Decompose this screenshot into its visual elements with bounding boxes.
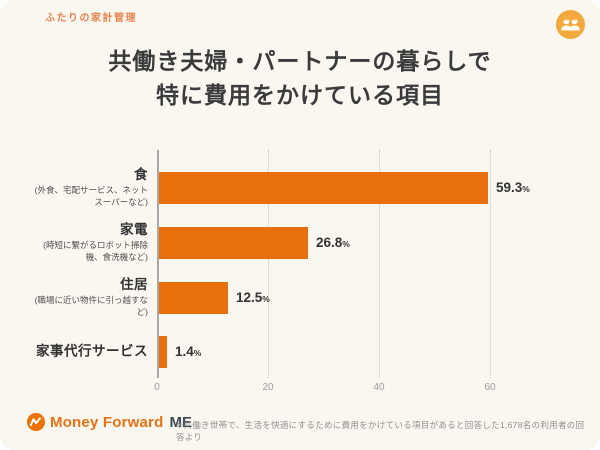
category-name: 住居 — [120, 277, 148, 293]
source-footnote: ※共働き世帯で、生活を快適にするために費用をかけている項目があると回答した1,6… — [176, 420, 585, 442]
gridline-x-40 — [379, 150, 380, 378]
bar-0 — [159, 172, 488, 204]
bar-3 — [159, 336, 167, 368]
value-number: 12.5 — [236, 290, 263, 305]
category-name: 家電 — [120, 222, 148, 238]
percent-sign: % — [522, 184, 530, 194]
couple-icon — [556, 10, 585, 39]
category-name: 家事代行サービス — [36, 343, 148, 359]
bar-2 — [159, 282, 228, 314]
value-label-1: 26.8% — [316, 227, 350, 260]
y-axis-line — [157, 150, 159, 378]
category-sublabel: (職場に近い物件に引っ越すなど) — [34, 295, 148, 317]
title-line-2: 特に費用をかけている項目 — [156, 82, 444, 108]
category-label-3: 家事代行サービス — [28, 344, 148, 361]
x-tick-label: 0 — [154, 382, 160, 393]
x-tick-label: 60 — [484, 382, 496, 393]
bar-chart: 0 20 40 60 59.3% 食 (外食、宅配サービス、ネットスーパーなど) 26.8% 家… — [0, 148, 600, 398]
value-label-2: 12.5% — [236, 282, 270, 315]
gridline-x-20 — [268, 150, 269, 378]
category-label-1: 家電 (時短に繋がるロボット掃除機、食洗機など) — [28, 222, 148, 264]
category-label-0: 食 (外食、宅配サービス、ネットスーパーなど) — [28, 167, 148, 209]
category-sublabel: (外食、宅配サービス、ネットスーパーなど) — [34, 185, 148, 207]
two-people-glyph — [561, 18, 580, 31]
gridline-x-60 — [490, 150, 491, 378]
x-tick-label: 40 — [373, 382, 385, 393]
value-number: 26.8 — [316, 235, 343, 250]
value-number: 59.3 — [496, 180, 523, 195]
brand-logo: Money Forward ME — [27, 413, 192, 431]
page-title: 共働き夫婦・パートナーの暮らしで 特に費用をかけている項目 — [0, 44, 600, 112]
percent-sign: % — [342, 239, 350, 249]
value-number: 1.4 — [175, 344, 194, 359]
category-name: 食 — [134, 167, 148, 183]
header-tag: ふたりの家計管理 — [45, 13, 137, 24]
money-forward-logo-icon — [27, 413, 45, 431]
percent-sign: % — [193, 348, 202, 358]
title-line-1: 共働き夫婦・パートナーの暮らしで — [108, 48, 492, 74]
logo-wordmark: Money Forward — [50, 413, 164, 431]
percent-sign: % — [262, 294, 270, 304]
logo-suffix: ME — [169, 413, 192, 431]
category-label-2: 住居 (職場に近い物件に引っ越すなど) — [28, 277, 148, 319]
category-sublabel: (時短に繋がるロボット掃除機、食洗機など) — [43, 240, 148, 262]
x-tick-label: 20 — [262, 382, 274, 393]
value-label-3: 1.4% — [175, 336, 201, 369]
value-label-0: 59.3% — [496, 172, 530, 205]
bar-1 — [159, 227, 308, 259]
